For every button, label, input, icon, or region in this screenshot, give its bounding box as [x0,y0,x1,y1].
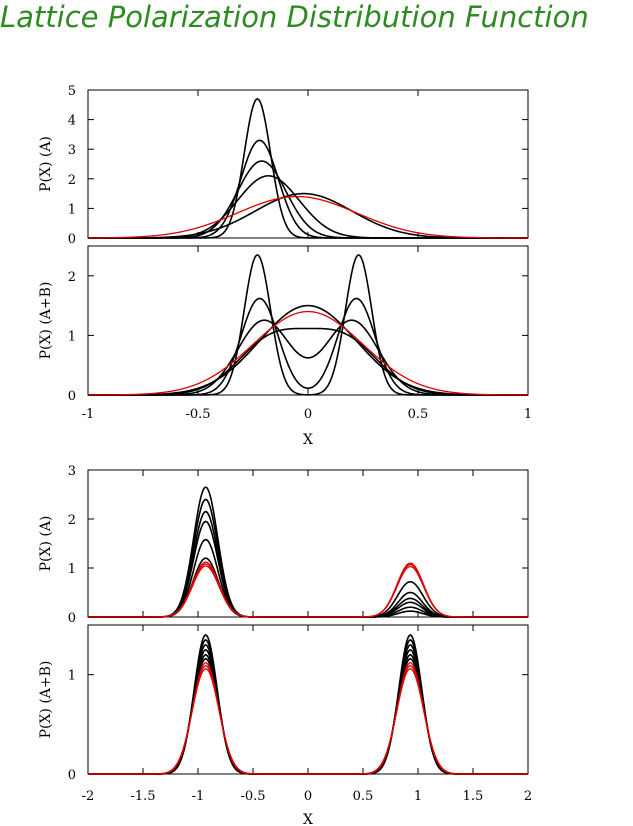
y-axis-label: P(X) (A) [38,136,54,192]
series-line [88,254,528,396]
page-title: Lattice Polarization Distribution Functi… [0,0,589,34]
plot-panel: 0 1 2 3 4 5 P(X) (A) [38,84,529,247]
y-tick-label: 2 [68,513,76,528]
y-tick-label: 0 [68,611,76,626]
series-line [88,319,528,396]
series-line [88,510,528,618]
x-axis-label: X [303,432,313,448]
y-tick-label: 0 [68,232,76,247]
y-tick-label: 1 [68,562,76,577]
x-tick-label: 0.5 [408,407,429,422]
y-tick-label: 2 [68,270,76,285]
x-tick-label: 1 [414,789,422,804]
series-line [88,192,528,239]
series-line [88,557,528,618]
series-line [88,638,528,775]
series-line [88,657,528,775]
x-tick-label: -2 [82,789,95,804]
y-tick-label: 3 [68,464,76,479]
y-tick-label: 3 [68,143,76,158]
series-line [88,653,528,775]
x-tick-label: 0.5 [353,789,374,804]
x-tick-label: 2 [524,789,532,804]
y-tick-label: 1 [68,329,76,344]
plot-frame [87,89,529,239]
series-line [88,565,528,618]
x-tick-label: 0 [304,789,312,804]
series-line [88,520,528,618]
series-line [88,139,528,239]
y-tick-label: 0 [68,768,76,783]
series-line [88,304,528,396]
plot-frame [87,624,529,775]
x-tick-label: -1.5 [130,789,155,804]
y-tick-label: 1 [68,669,76,684]
x-tick-label: 1.5 [463,789,484,804]
plot-panel: 0 1 2 3 P(X) (A) [38,464,529,626]
series-line [88,561,528,618]
x-tick-label: -1 [82,407,95,422]
series-line [88,310,528,396]
y-axis-label: P(X) (A+B) [38,282,54,360]
series-line [88,662,528,775]
plot-frame [87,469,529,618]
y-axis-label: P(X) (A+B) [38,661,54,739]
series-line [88,498,528,618]
series-line [88,643,528,775]
x-tick-label: 0 [304,407,312,422]
series-line [88,297,528,396]
x-tick-label: -0.5 [185,407,210,422]
series-line [88,563,528,618]
plot-panel: 0 1 P(X) (A+B) [38,624,529,783]
plot-frame [87,245,529,396]
y-tick-label: 5 [68,84,76,99]
y-tick-label: 2 [68,173,76,188]
series-line [87,195,528,239]
x-axis-label: X [303,812,313,826]
series-line [88,668,528,775]
series-line [88,665,528,775]
series-line [88,538,528,618]
series-line [88,327,528,396]
plot-panel: 0 1 2 P(X) (A+B) [38,245,529,404]
series-line [88,648,528,775]
x-tick-label: -0.5 [240,789,265,804]
y-tick-label: 4 [68,114,76,129]
x-tick-label: -1 [192,789,205,804]
y-tick-label: 0 [68,389,76,404]
series-line [88,486,528,618]
series-line [88,98,528,239]
series-line [88,175,528,239]
y-tick-label: 1 [68,202,76,217]
x-tick-label: 1 [524,407,532,422]
y-axis-label: P(X) (A) [38,516,54,572]
series-line [88,160,528,239]
series-line [88,634,528,775]
